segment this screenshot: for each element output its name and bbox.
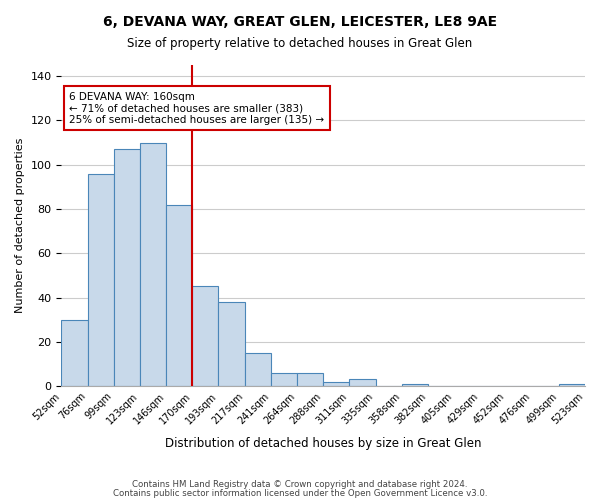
Text: Contains public sector information licensed under the Open Government Licence v3: Contains public sector information licen…: [113, 489, 487, 498]
Bar: [297, 373, 323, 386]
X-axis label: Distribution of detached houses by size in Great Glen: Distribution of detached houses by size …: [165, 437, 481, 450]
Bar: [349, 380, 376, 386]
Bar: [140, 142, 166, 386]
Bar: [245, 353, 271, 386]
Bar: [166, 204, 193, 386]
Text: 6 DEVANA WAY: 160sqm
← 71% of detached houses are smaller (383)
25% of semi-deta: 6 DEVANA WAY: 160sqm ← 71% of detached h…: [69, 92, 325, 125]
Y-axis label: Number of detached properties: Number of detached properties: [15, 138, 25, 313]
Bar: [61, 320, 88, 386]
Bar: [559, 384, 585, 386]
Text: Contains HM Land Registry data © Crown copyright and database right 2024.: Contains HM Land Registry data © Crown c…: [132, 480, 468, 489]
Text: Size of property relative to detached houses in Great Glen: Size of property relative to detached ho…: [127, 38, 473, 51]
Bar: [271, 373, 297, 386]
Text: 6, DEVANA WAY, GREAT GLEN, LEICESTER, LE8 9AE: 6, DEVANA WAY, GREAT GLEN, LEICESTER, LE…: [103, 15, 497, 29]
Bar: [218, 302, 245, 386]
Bar: [193, 286, 218, 386]
Bar: [114, 149, 140, 386]
Bar: [323, 382, 349, 386]
Bar: [88, 174, 114, 386]
Bar: [402, 384, 428, 386]
